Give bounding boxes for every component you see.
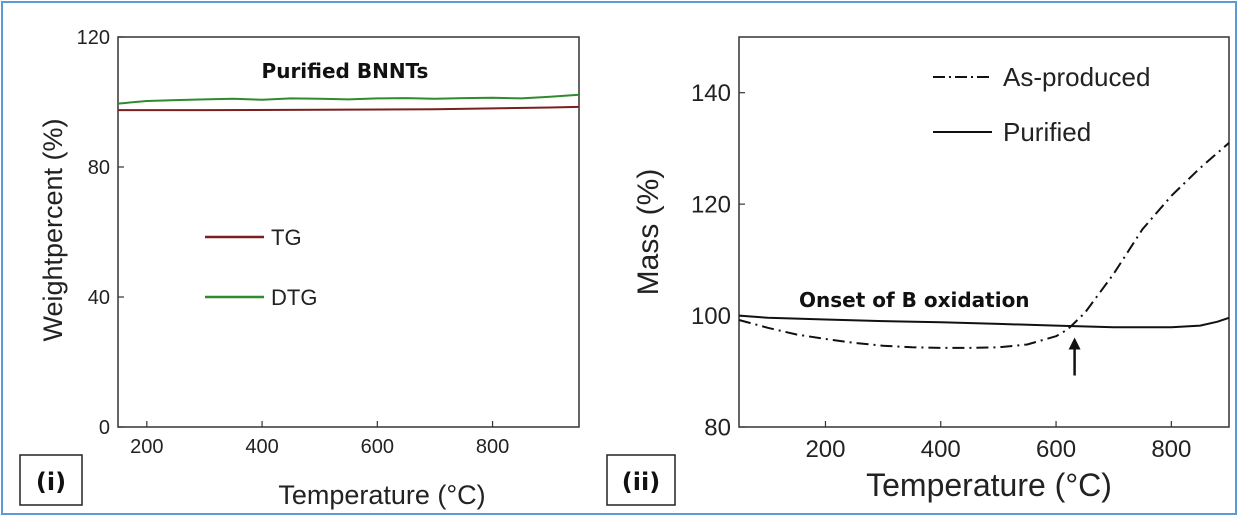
- x-ticks-ii: 200 400 600 800: [805, 421, 1191, 463]
- series-line-dtg: [117, 93, 580, 105]
- x-axis-label-ii: Temperature (°C): [866, 467, 1112, 503]
- y-tick-label-i: 40: [88, 287, 110, 309]
- series-line-purified: [738, 314, 1230, 329]
- y-ticks-i: 0 40 80 120: [77, 27, 124, 439]
- annotation-arrow: [1068, 337, 1081, 376]
- y-ticks-ii: 80 100 120 140: [691, 80, 745, 441]
- annotation-onset: Onset of B oxidation: [799, 288, 1030, 312]
- arrow-head: [1068, 337, 1081, 350]
- plot-area-i: [117, 36, 580, 428]
- y-tick-label-i: 0: [99, 417, 110, 439]
- legend-label-as-produced: As-produced: [1003, 62, 1150, 92]
- legend-label-dtg: DTG: [271, 285, 317, 310]
- panel-label-box-ii: [606, 454, 676, 506]
- panel-label-ii: (ii): [622, 468, 660, 496]
- x-tick-label-ii: 400: [921, 436, 961, 463]
- series-line-tg: [118, 105, 580, 112]
- plot-area-ii: [738, 36, 1230, 428]
- x-tick-label-i: 800: [476, 436, 509, 458]
- x-tick-label-ii: 600: [1036, 436, 1076, 463]
- x-tick-label-ii: 200: [805, 436, 845, 463]
- y-axis-label-ii: Mass (%): [632, 169, 665, 296]
- x-ticks-i: 200 400 600 800: [130, 421, 509, 458]
- legend-label-purified: Purified: [1003, 117, 1091, 147]
- y-tick-label-i: 80: [88, 157, 110, 179]
- x-tick-label-i: 600: [361, 436, 394, 458]
- y-tick-label-i: 120: [77, 27, 110, 49]
- y-tick-label-ii: 100: [691, 303, 731, 330]
- x-tick-label-i: 200: [130, 436, 163, 458]
- x-axis-label-i: Temperature (°C): [278, 480, 485, 510]
- y-tick-label-ii: 140: [691, 80, 731, 107]
- chart-title-i: Purified BNNTs: [262, 59, 429, 83]
- x-tick-label-i: 400: [245, 436, 278, 458]
- series-i: [117, 93, 580, 112]
- panel-label-box-i: [19, 454, 83, 506]
- series-ii: [738, 142, 1230, 349]
- x-tick-label-ii: 800: [1151, 436, 1191, 463]
- panel-ii: 80 100 120 140 200 400 600 800 As-produced Pur…: [606, 36, 1230, 506]
- panel-label-i: (i): [36, 468, 66, 496]
- y-tick-label-ii: 120: [691, 192, 731, 219]
- y-tick-label-ii: 80: [704, 414, 731, 441]
- series-line-as-produced: [738, 142, 1230, 349]
- y-axis-label-i: Weightpercent (%): [38, 118, 68, 341]
- legend-label-tg: TG: [271, 225, 302, 250]
